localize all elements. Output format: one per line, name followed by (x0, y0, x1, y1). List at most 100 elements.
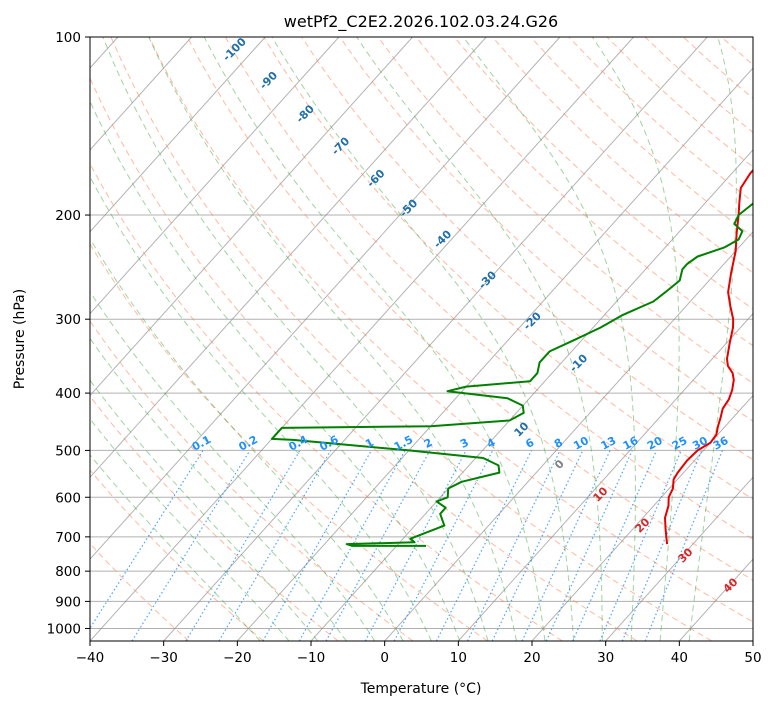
moist-adiabat-line (90, 379, 319, 641)
isotherm-line (90, 37, 192, 151)
x-tick-label: 30 (597, 650, 614, 666)
x-tick-label: 50 (744, 650, 761, 666)
dry-adiabat-line (415, 37, 753, 347)
dry-adiabat-line (90, 542, 190, 641)
dry-adiabat-line (110, 37, 712, 641)
mixing-ratio-line (185, 450, 301, 641)
moist-adiabat-line (148, 37, 517, 641)
y-tick-label: 300 (55, 312, 81, 328)
moist-adiabat-line (90, 237, 404, 641)
isotherm-label: -50 (397, 196, 420, 219)
mixing-ratio-label: 4 (485, 436, 498, 451)
x-tick-label: 0 (380, 650, 389, 666)
dry-adiabat-line (682, 37, 753, 100)
dry-adiabat-line (90, 320, 414, 641)
dry-adiabat-line (90, 243, 488, 641)
mixing-ratio-line (435, 450, 533, 641)
isotherm-line (90, 37, 634, 641)
mixing-ratio-label: 25 (670, 434, 690, 453)
mixing-ratio-line (572, 450, 658, 641)
x-tick-label: 20 (523, 650, 540, 666)
moist-adiabat-line (271, 37, 575, 641)
x-tick-label: −30 (149, 650, 178, 666)
isotherm-line (531, 394, 753, 641)
mixing-ratio-label: 2 (422, 436, 435, 451)
dry-adiabat-line (760, 37, 775, 641)
isotherm-label: -10 (567, 351, 590, 374)
isotherm-line (605, 476, 753, 641)
dewpoint-profile-line (270, 202, 753, 547)
mixing-ratio-label: 1 (363, 436, 376, 451)
mixing-ratio-line (218, 450, 332, 641)
plot-frame (89, 36, 754, 642)
moist-adiabat-line (203, 37, 546, 641)
x-tick-label: −20 (223, 650, 252, 666)
moist-adiabat-line (591, 37, 680, 641)
moist-adiabat-line (356, 37, 603, 641)
moist-adiabat-line (90, 290, 376, 641)
dry-adiabat-line (224, 37, 753, 540)
mixing-ratio-line (466, 450, 561, 641)
y-tick-label: 1000 (47, 621, 81, 637)
moist-adiabat-line (90, 454, 261, 641)
isotherm-label: -20 (521, 309, 544, 332)
moist-adiabat-line (462, 37, 636, 641)
isotherm-label: -90 (257, 69, 280, 92)
height-label: 30 (676, 545, 696, 565)
mixing-ratio-label: 16 (621, 434, 641, 453)
moist-adiabat-layer (90, 37, 737, 641)
mixing-ratio-label: 6 (523, 436, 536, 451)
mixing-ratio-line (521, 450, 611, 641)
y-tick-label: 100 (55, 30, 81, 46)
moist-adiabat-line (90, 100, 461, 641)
isotherm-line (163, 37, 708, 641)
dry-adiabat-layer (90, 37, 775, 641)
mixing-ratio-line (262, 450, 372, 641)
dry-adiabat-line (263, 37, 753, 500)
mixing-ratio-label: 20 (645, 434, 665, 453)
mixing-ratio-line (621, 450, 703, 641)
chart-title: wetPf2_C2E2.2026.102.03.24.G26 (284, 12, 558, 32)
y-tick-label: 500 (55, 443, 81, 459)
isotherm-line (90, 37, 561, 560)
isotherm-line (90, 37, 340, 315)
y-axis-label: Pressure (hPa) (12, 289, 28, 389)
dry-adiabat-line (90, 162, 563, 641)
moist-adiabat-line (90, 337, 347, 641)
dry-adiabat-line (90, 469, 264, 641)
x-tick-label: 40 (671, 650, 688, 666)
isotherm-line (90, 37, 487, 479)
x-tick-label: 10 (450, 650, 467, 666)
dry-adiabat-line (148, 37, 753, 623)
x-tick-label: −40 (76, 650, 105, 666)
isotherm-line (90, 37, 413, 397)
moist-adiabat-line (688, 37, 737, 641)
mixing-ratio-label: 36 (711, 434, 731, 453)
x-axis-label: Temperature (°C) (360, 681, 482, 697)
dry-adiabat-line (644, 37, 753, 134)
isotherm-label: 0 (552, 457, 567, 472)
mixing-ratio-layer (90, 450, 723, 641)
isotherm-layer (90, 37, 753, 641)
dry-adiabat-line (90, 395, 339, 641)
isotherm-line (90, 37, 266, 233)
isotherm-label: -40 (431, 227, 454, 250)
mixing-ratio-line (644, 450, 723, 641)
y-tick-label: 200 (55, 208, 81, 224)
mixing-ratio-line (131, 450, 251, 641)
mixing-ratio-label: 13 (599, 434, 619, 453)
mixing-ratio-line (491, 450, 584, 641)
y-tick-label: 900 (55, 594, 81, 610)
profile-layer (270, 168, 753, 547)
dry-adiabat-line (530, 37, 753, 238)
mixing-ratio-line (599, 450, 682, 641)
isotherm-line (310, 149, 753, 641)
x-tick-label: −10 (297, 650, 326, 666)
dry-adiabat-line (453, 37, 753, 310)
moist-adiabat-line (102, 37, 489, 641)
isotherm-line (457, 312, 753, 641)
y-tick-label: 800 (55, 564, 81, 580)
y-tick-label: 600 (55, 490, 81, 506)
y-tick-label: 400 (55, 386, 81, 402)
